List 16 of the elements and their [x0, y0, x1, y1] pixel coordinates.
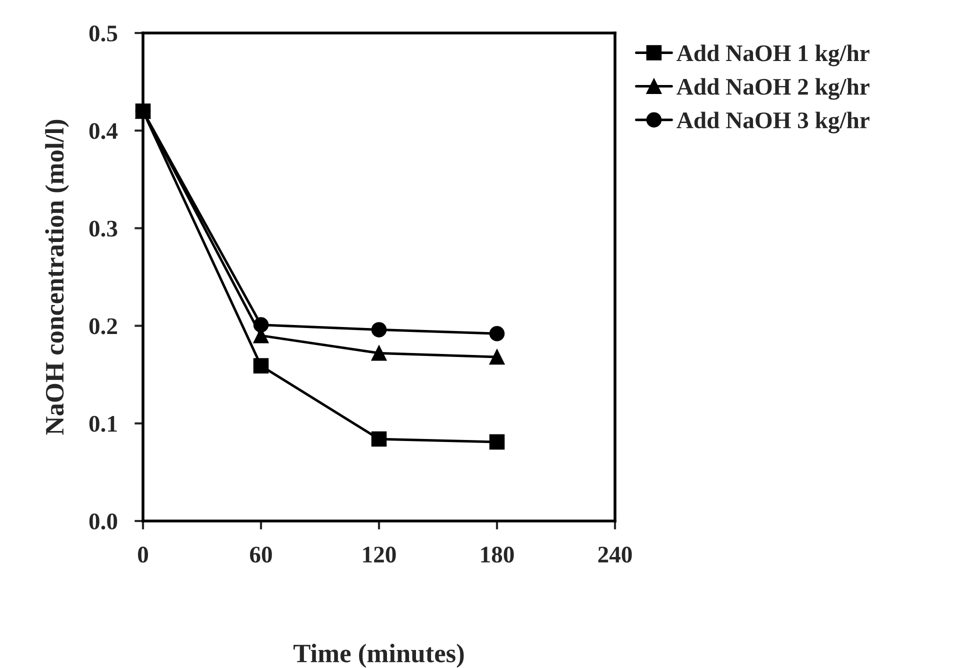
y-tick-label: 0.2: [89, 318, 117, 334]
x-tick-label: 120: [363, 546, 396, 563]
legend-label: Add NaOH 1 kg/hr: [676, 44, 870, 66]
x-tick-label: 180: [481, 546, 514, 563]
x-tick-label: 60: [250, 546, 272, 563]
x-axis-title: Time (minutes): [294, 644, 464, 668]
y-tick-label: 0.1: [89, 416, 117, 432]
y-axis-title: NaOH concentration (mol/l): [45, 120, 70, 435]
x-tick-label: 240: [598, 546, 632, 563]
y-tick-label: 0.5: [89, 25, 118, 42]
y-tick-label: 0.0: [89, 513, 118, 530]
x-tick-label: 0: [138, 546, 148, 563]
legend-label: Add NaOH 2 kg/hr: [676, 78, 870, 100]
legend-label: Add NaOH 3 kg/hr: [676, 112, 870, 134]
y-tick-label: 0.4: [89, 123, 118, 140]
y-tick-label: 0.3: [89, 220, 118, 237]
